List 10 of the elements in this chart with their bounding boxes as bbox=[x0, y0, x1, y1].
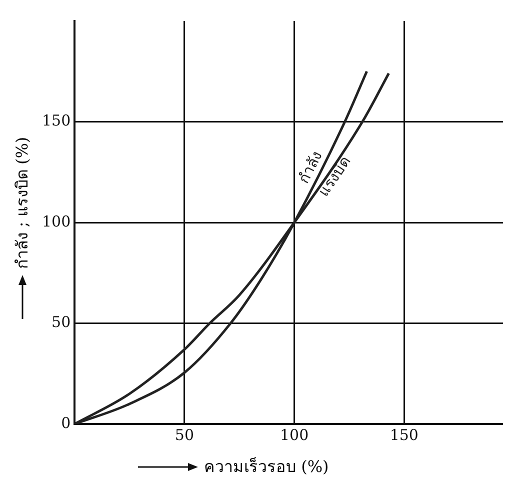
x-tick-label: 150 bbox=[390, 426, 418, 444]
x-axis-title: ความเร็วรอบ (%) bbox=[204, 456, 329, 478]
y-tick-label: 50 bbox=[52, 313, 71, 332]
text: กำลัง bbox=[294, 148, 326, 186]
y-tick-label: 0 bbox=[61, 414, 71, 432]
y-axis-title: กำลัง ; แรงบิด (%) bbox=[12, 136, 32, 270]
x-tick-label: 50 bbox=[174, 426, 194, 444]
x-tick-label: 100 bbox=[280, 426, 309, 444]
y-tick-label: 150 bbox=[42, 112, 71, 130]
y-tick-label: 100 bbox=[42, 212, 71, 230]
